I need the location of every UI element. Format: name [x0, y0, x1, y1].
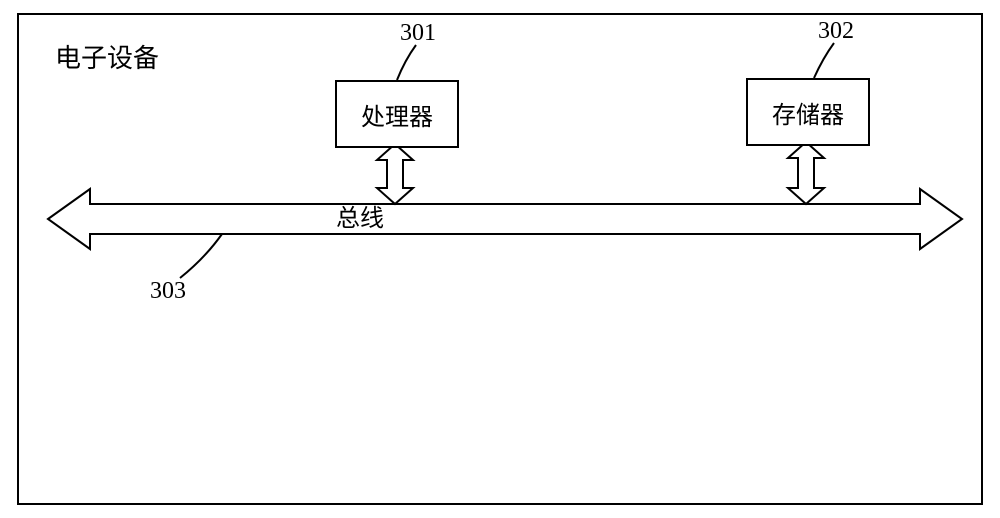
ref-label-302: 302 — [818, 18, 854, 45]
ref-label-301: 301 — [400, 20, 436, 47]
node-processor-label: 处理器 — [361, 97, 433, 132]
diagram-canvas: 电子设备 处理器 存储器 301 302 303 总线 — [0, 0, 1000, 518]
node-memory-label: 存储器 — [772, 95, 844, 130]
ref-label-303: 303 — [150, 278, 186, 305]
diagram-title: 电子设备 — [55, 38, 159, 75]
node-memory: 存储器 — [746, 78, 870, 146]
node-processor: 处理器 — [335, 80, 459, 148]
bus-label: 总线 — [336, 198, 384, 233]
